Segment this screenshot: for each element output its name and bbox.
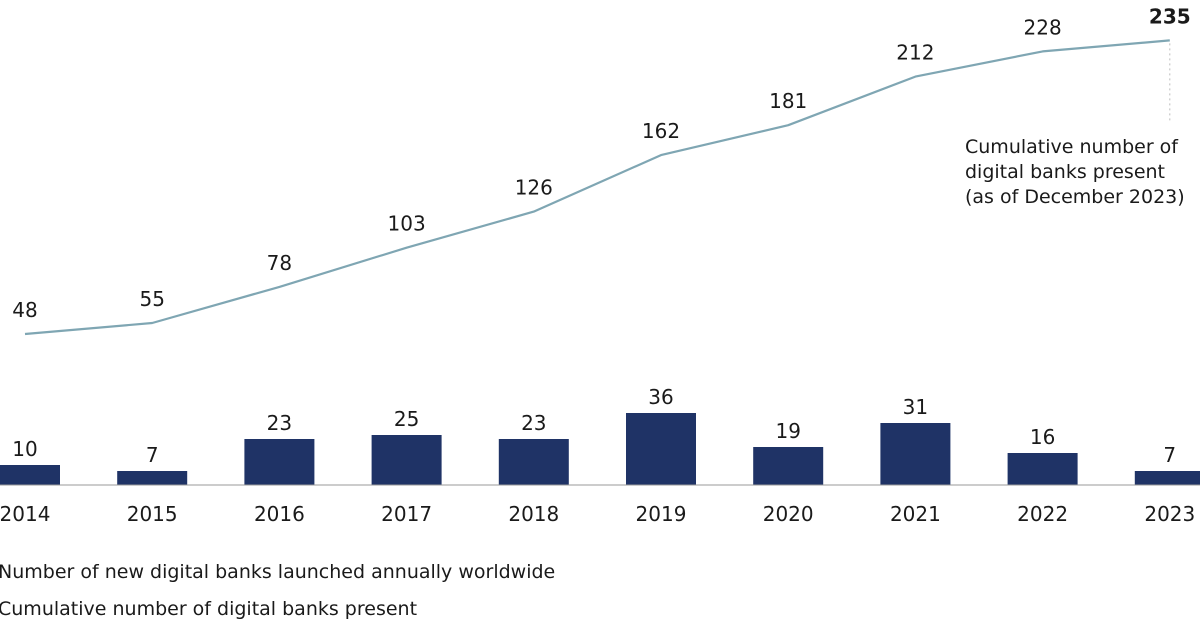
line-label-2015: 55: [139, 287, 164, 311]
x-tick-2018: 2018: [508, 502, 559, 526]
line-label-2021: 212: [896, 41, 934, 65]
line-label-2023: 235: [1149, 4, 1191, 28]
bar-2021: [880, 423, 951, 485]
bar-2018: [498, 439, 569, 485]
annotation-line-3: (as of December 2023): [965, 186, 1185, 208]
bar-2019: [626, 413, 696, 485]
x-tick-2016: 2016: [254, 502, 305, 526]
x-tick-2017: 2017: [381, 502, 432, 526]
line-label-2020: 181: [769, 89, 807, 113]
bar-2014: [0, 465, 60, 485]
legend: Number of new digital banks launched ann…: [0, 561, 555, 620]
bar-series: [0, 413, 1200, 485]
line-series: [24, 39, 1170, 336]
bar-label-2022: 16: [1030, 425, 1055, 449]
line-label-2016: 78: [267, 251, 292, 275]
bar-label-2018: 23: [521, 411, 546, 435]
x-tick-2015: 2015: [127, 502, 178, 526]
bar-label-2016: 23: [267, 411, 292, 435]
line-label-2018: 126: [515, 176, 553, 200]
x-tick-2020: 2020: [763, 502, 814, 526]
bar-label-2014: 10: [12, 437, 37, 461]
bar-2023: [1134, 471, 1200, 485]
x-tick-2014: 2014: [0, 502, 50, 526]
bar-label-2023: 7: [1163, 443, 1176, 467]
legend-item-2: Cumulative number of digital banks prese…: [0, 598, 417, 620]
bar-2017: [371, 435, 442, 485]
legend-item-1: Number of new digital banks launched ann…: [0, 561, 555, 583]
x-tick-2021: 2021: [890, 502, 941, 526]
x-tick-2022: 2022: [1017, 502, 1068, 526]
line-label-2017: 103: [388, 212, 426, 236]
annotation: Cumulative number of digital banks presen…: [965, 43, 1185, 208]
annotation-line-1: Cumulative number of: [965, 136, 1179, 158]
bar-label-2020: 19: [775, 419, 800, 443]
annotation-line-2: digital banks present: [965, 161, 1165, 183]
line-label-2022: 228: [1024, 15, 1062, 39]
bar-label-2019: 36: [648, 385, 673, 409]
line-path: [24, 39, 1170, 336]
bar-2016: [244, 439, 315, 485]
line-label-2019: 162: [642, 119, 680, 143]
x-tick-2019: 2019: [636, 502, 687, 526]
x-tick-2023: 2023: [1144, 502, 1195, 526]
bar-2020: [753, 447, 824, 485]
bar-label-2021: 31: [903, 395, 928, 419]
bar-label-2015: 7: [146, 443, 159, 467]
bar-2022: [1007, 453, 1078, 485]
x-tick-labels: 2014 2015 2016 2017 2018 2019 2020 2021 2022 2023: [0, 502, 1195, 526]
bar-label-2017: 25: [394, 407, 419, 431]
bar-value-labels: 10 7 23 25 23 36 19 31 16 7: [12, 385, 1176, 467]
line-value-labels: 48 55 78 103 126 162 181 212 228 235: [12, 4, 1190, 322]
bar-2015: [117, 471, 188, 485]
line-label-2014: 48: [12, 298, 37, 322]
